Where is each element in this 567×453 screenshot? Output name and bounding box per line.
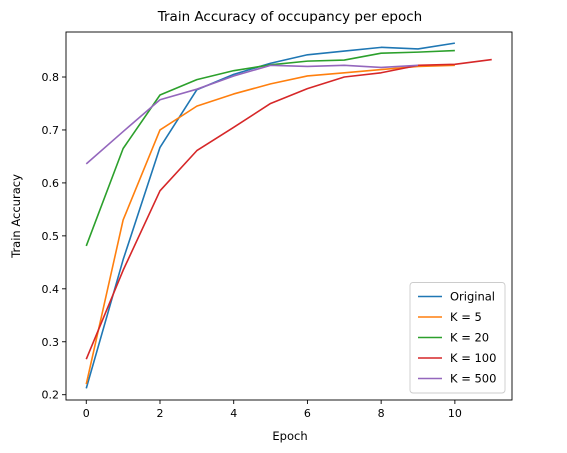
- y-tick-label: 0.3: [42, 336, 60, 349]
- series-line-2: [85, 49, 455, 247]
- x-tick-label: 0: [83, 407, 90, 420]
- y-tick-label: 0.5: [42, 230, 60, 243]
- series-line-3: [85, 58, 492, 360]
- axes-frame: [65, 31, 513, 401]
- y-axis: 0.2 0.3 0.4 0.5 0.6 0.7 0.8: [42, 71, 66, 402]
- series-line-0: [85, 42, 455, 389]
- legend-label: K = 500: [450, 372, 496, 386]
- legend-box: [409, 282, 506, 394]
- y-tick-label: 0.2: [42, 389, 60, 402]
- legend-label: K = 20: [450, 331, 489, 345]
- y-axis-label: Train Accuracy: [9, 174, 23, 259]
- x-tick-label: 2: [156, 407, 163, 420]
- y-tick-label: 0.8: [42, 71, 60, 84]
- legend-label: K = 100: [450, 351, 496, 365]
- plot-area: [85, 42, 492, 389]
- y-tick-label: 0.6: [42, 177, 60, 190]
- y-tick-label: 0.4: [42, 283, 60, 296]
- legend-label: K = 5: [450, 310, 482, 324]
- series-line-1: [85, 64, 455, 385]
- x-axis-label: Epoch: [272, 429, 307, 443]
- x-axis: 0 2 4 6 8 10: [83, 400, 462, 420]
- chart-title: Train Accuracy of occupancy per epoch: [157, 9, 423, 25]
- x-tick-label: 10: [448, 407, 462, 420]
- x-tick-label: 4: [230, 407, 237, 420]
- legend: Original K = 5 K = 20 K = 100 K = 500: [409, 282, 506, 394]
- y-tick-label: 0.7: [42, 124, 60, 137]
- legend-label: Original: [450, 290, 495, 304]
- series-line-4: [85, 64, 419, 165]
- x-tick-label: 8: [378, 407, 385, 420]
- x-tick-label: 6: [304, 407, 311, 420]
